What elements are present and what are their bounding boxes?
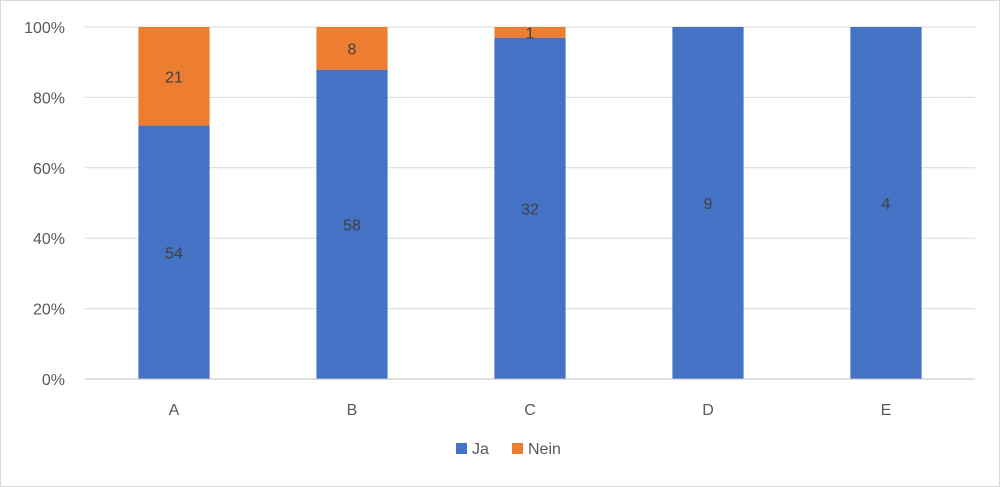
bar-nein-c <box>494 27 566 38</box>
data-label: 21 <box>165 69 183 86</box>
data-label: 9 <box>704 196 713 213</box>
data-label: 8 <box>348 41 357 58</box>
y-tick-label: 60% <box>33 161 65 178</box>
legend-swatch-ja <box>456 443 467 454</box>
data-label: 32 <box>521 201 539 218</box>
y-tick-label: 0% <box>42 372 65 389</box>
bar-ja-a <box>138 125 210 379</box>
bar-ja-e <box>850 27 922 379</box>
y-tick-label: 80% <box>33 90 65 107</box>
bar-ja-c <box>494 37 566 380</box>
y-tick-label: 40% <box>33 231 65 248</box>
y-tick-label: 20% <box>33 302 65 319</box>
data-label: 58 <box>343 217 361 234</box>
bar-ja-b <box>316 69 388 380</box>
x-tick-label: C <box>524 402 536 419</box>
legend-label-ja: Ja <box>472 441 489 458</box>
data-label: 54 <box>165 245 183 262</box>
axes: 0% 20% 40% 60% 80% 100% A B C D E <box>24 20 975 419</box>
bar-ja-d <box>672 27 744 379</box>
x-tick-label: A <box>169 402 180 419</box>
x-tick-label: B <box>347 402 358 419</box>
legend-swatch-nein <box>512 443 523 454</box>
bar-nein-a <box>138 27 210 126</box>
x-tick-label: E <box>881 402 892 419</box>
y-tick-label: 100% <box>24 20 65 37</box>
data-label: 4 <box>882 196 891 213</box>
x-tick-label: D <box>702 402 714 419</box>
legend-label-nein: Nein <box>528 441 561 458</box>
data-label: 1 <box>526 25 535 42</box>
bars <box>138 27 922 380</box>
bar-nein-b <box>316 27 388 70</box>
legend: Ja Nein <box>456 441 561 458</box>
data-labels: 54 21 58 8 32 1 9 4 <box>165 25 890 262</box>
